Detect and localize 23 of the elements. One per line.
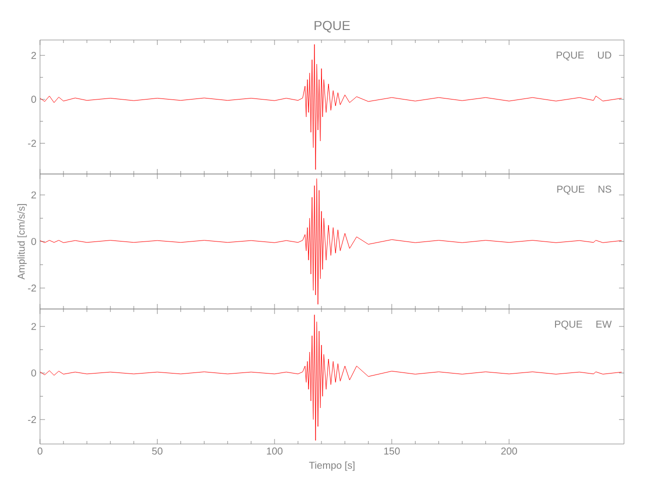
y-axis-title: Amplitud [cm/s/s] [17,204,27,280]
y-tick-label: 0 [31,96,36,103]
x-tick-label: 100 [266,448,282,455]
y-tick-label: 0 [31,369,36,377]
y-tick-label: -2 [28,416,36,424]
y-tick-label: 2 [31,191,36,198]
line-series [40,44,622,170]
annotation: PQUE NS [557,186,612,195]
y-tick-label: 0 [31,238,36,246]
y-tick-label: -2 [28,284,36,292]
x-tick-label: 0 [38,448,42,455]
x-tick-label: 150 [384,448,400,455]
x-axis-title: Tiempo [s] [309,461,354,471]
y-tick-label: 2 [31,322,36,330]
y-tick-label: 2 [31,52,36,59]
chart-title: PQUE [314,20,350,32]
x-tick-label: 200 [501,448,518,455]
line-series [40,178,622,305]
annotation: PQUE UD [556,52,612,60]
line-series [40,314,622,441]
x-tick-label: 50 [152,448,162,455]
y-tick-label: -2 [28,140,36,147]
annotation: PQUE EW [555,320,612,330]
